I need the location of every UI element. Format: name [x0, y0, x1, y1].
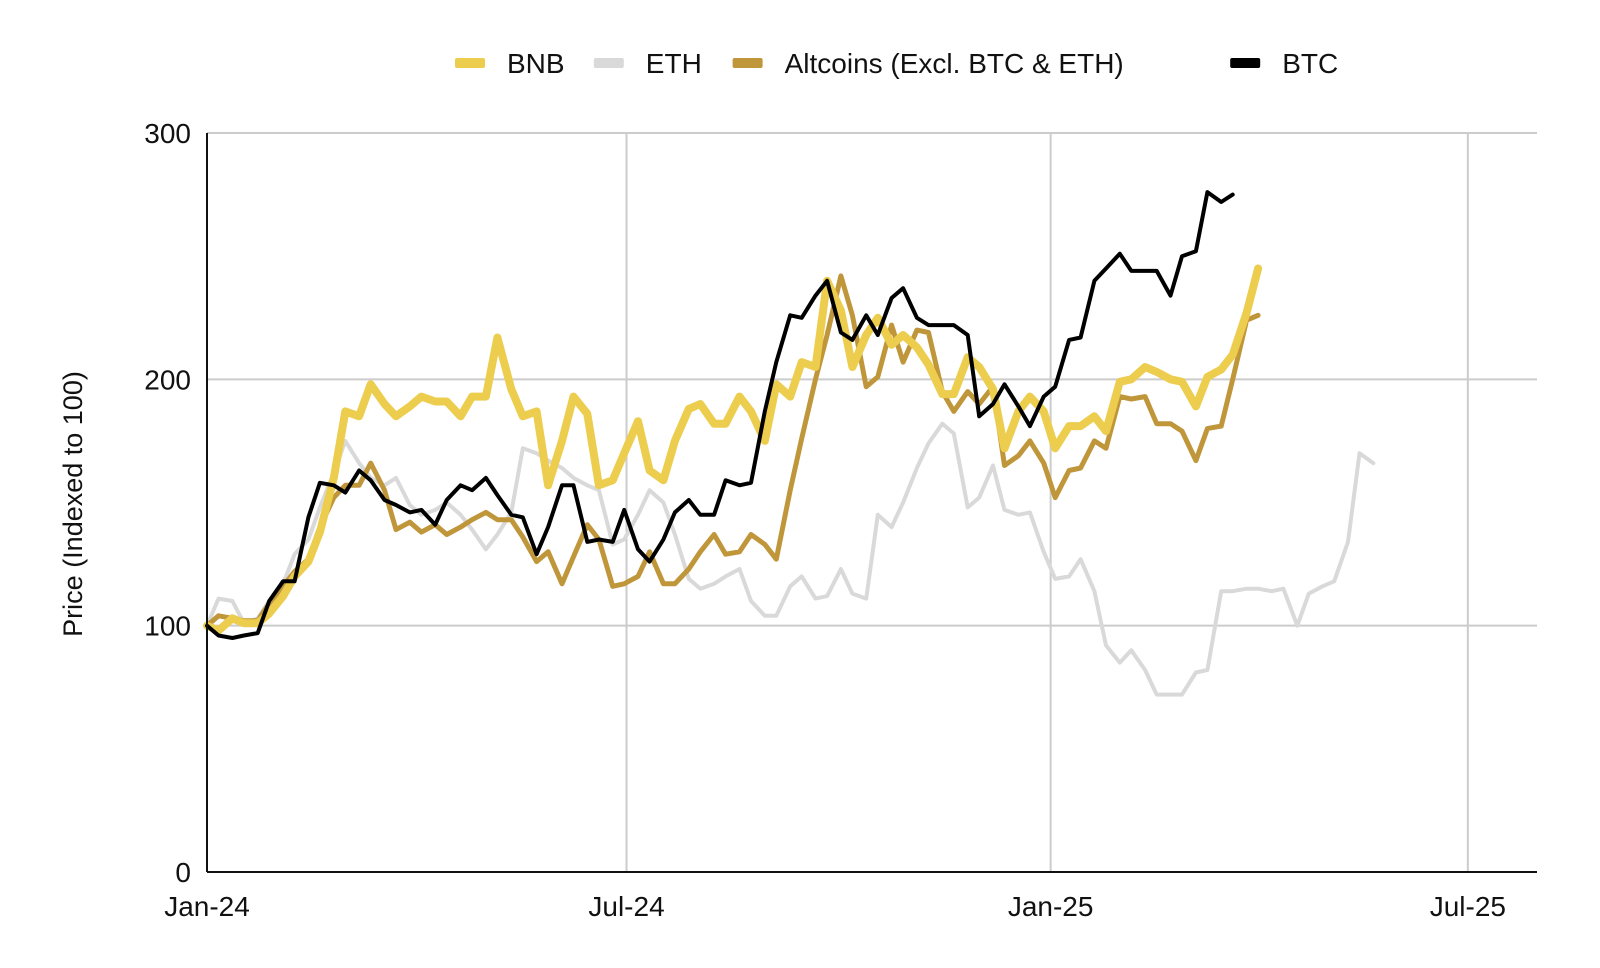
series-line-eth	[205, 421, 1376, 697]
legend-label: ETH	[646, 48, 702, 79]
y-tick-label: 0	[175, 857, 191, 888]
series-line-altcoins-excl-btc-eth	[204, 273, 1261, 629]
gridlines	[207, 132, 1537, 872]
legend-swatch	[1230, 58, 1261, 68]
axes: 0 100 200 300 Jan-24 Jul-24 Jan-25 Jul-25	[144, 118, 1537, 922]
x-tick-label: Jul-25	[1430, 891, 1506, 922]
x-tick-label: Jan-25	[1008, 891, 1094, 922]
legend-item-eth: ETH	[593, 48, 702, 79]
series-line-bnb	[203, 264, 1263, 635]
legend-item-bnb: BNB	[455, 48, 565, 79]
y-tick-label: 300	[144, 118, 191, 149]
legend-swatch	[593, 58, 624, 68]
legend-label: BTC	[1282, 48, 1338, 79]
legend-swatch	[732, 58, 763, 68]
legend: BNB ETH Altcoins (Excl. BTC & ETH) BTC	[455, 48, 1338, 79]
series-lines	[203, 190, 1376, 697]
y-axis-title: Price (Indexed to 100)	[58, 371, 88, 637]
x-tick-label: Jan-24	[164, 891, 250, 922]
legend-label: BNB	[507, 48, 565, 79]
legend-item-btc: BTC	[1230, 48, 1338, 79]
legend-swatch	[455, 58, 485, 68]
series-line-btc	[205, 190, 1235, 640]
legend-item-altcoins-excl-btc-eth: Altcoins (Excl. BTC & ETH)	[732, 48, 1124, 79]
x-tick-label: Jul-24	[588, 891, 664, 922]
y-tick-label: 200	[144, 364, 191, 395]
legend-label: Altcoins (Excl. BTC & ETH)	[785, 48, 1124, 79]
y-tick-label: 100	[144, 611, 191, 642]
